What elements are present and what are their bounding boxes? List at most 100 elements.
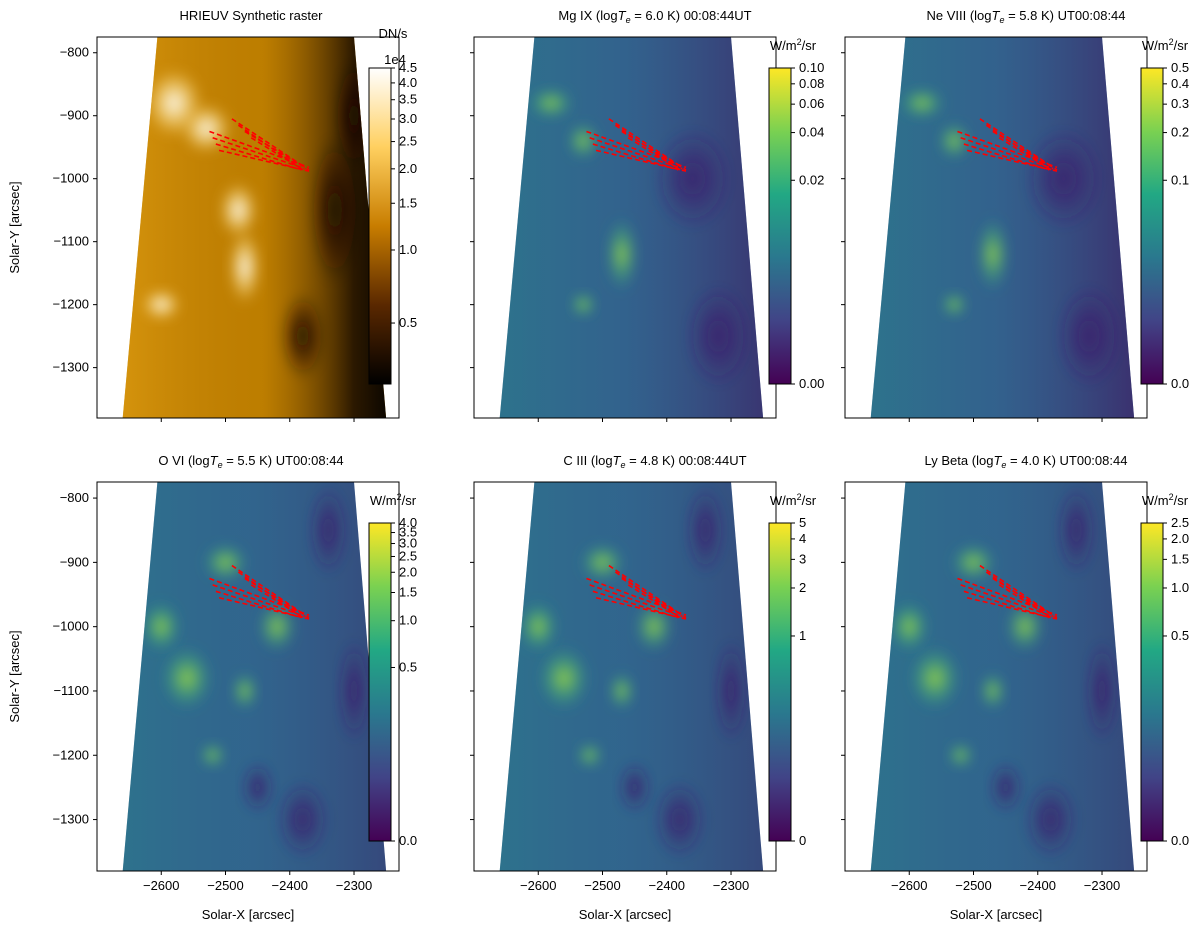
colorbar-tick-label: 1.5 [399, 195, 417, 210]
y-tick-label: −900 [60, 554, 89, 569]
overlay-line [992, 577, 1058, 619]
y-tick-label: −1100 [53, 683, 89, 698]
colorbar-tick-label: 0.5 [399, 659, 417, 674]
panel-4: −800 −900 −1000 −1100 −1200 −1300 −2600 −2500 −2… [7, 453, 417, 922]
overlay-line [586, 130, 687, 169]
colorbar-tick-label: 0.3 [1171, 96, 1189, 111]
colorbar-tick-label: 1.0 [399, 613, 417, 628]
colorbar-unit: DN/s [379, 26, 408, 41]
colorbar-tick-label: 3.0 [399, 536, 417, 551]
overlay-lines [957, 564, 1058, 620]
colorbar-tick-label: 2.5 [399, 134, 417, 149]
colorbar-unit: W/m2/sr [770, 37, 817, 53]
overlay-line [595, 149, 687, 172]
raster-image [870, 482, 1135, 871]
panel-3: 0.0 0.1 0.2 0.3 0.40.5 W/m2/sr Ne VIII (logTe … [841, 8, 1189, 422]
x-tick-label: −2400 [1020, 878, 1057, 893]
raster-image [122, 482, 387, 871]
colorbar-tick-label: 2.0 [1171, 531, 1189, 546]
overlay-line [231, 564, 306, 616]
overlay-line [212, 137, 306, 170]
x-tick-label: −2600 [520, 878, 557, 893]
overlay-line [212, 584, 306, 618]
overlay-line [244, 577, 310, 619]
overlay-line [627, 137, 683, 172]
panel-title: Ne VIII (logTe = 5.8 K) UT00:08:44 [926, 8, 1125, 25]
colorbar-tick-label: 0.08 [799, 76, 824, 91]
overlay-line [589, 584, 683, 618]
colorbar-tick-label: 4 [799, 531, 806, 546]
colorbar-tick-label: 3.0 [399, 111, 417, 126]
overlay-line [998, 137, 1054, 172]
overlay-line [957, 130, 1058, 169]
y-tick-label: −1300 [52, 812, 89, 827]
x-tick-label: −2400 [272, 878, 309, 893]
overlay-lines [586, 564, 687, 620]
colorbar-tick-label: 0.06 [799, 96, 824, 111]
y-tick-label: −1200 [52, 297, 89, 312]
overlay-line [250, 137, 306, 172]
colorbar-unit: W/m2/sr [1142, 492, 1189, 508]
colorbar-tick-label: 0.0 [1171, 376, 1189, 391]
overlay-line [250, 584, 306, 620]
colorbar-tick-label: 1 [799, 628, 806, 643]
y-tick-label: −1200 [52, 747, 89, 762]
overlay-line [237, 571, 302, 618]
colorbar-tick-label: 0.1 [1171, 172, 1189, 187]
panel-title: C III (logTe = 4.8 K) 00:08:44UT [563, 453, 746, 470]
overlay-line [237, 124, 302, 170]
colorbar [768, 522, 792, 842]
panel-6: −2600 −2500 −2400 −2300 Solar-X [arcsec] 0.0 0… [841, 453, 1189, 922]
colorbar-tick-label: 1.5 [399, 585, 417, 600]
overlay-line [215, 143, 302, 171]
overlay-line [209, 130, 310, 169]
colorbar-tick-label: 0.0 [1171, 833, 1189, 848]
y-tick-label: −800 [60, 45, 89, 60]
panel-title: Mg IX (logTe = 6.0 K) 00:08:44UT [558, 8, 751, 25]
colorbar-unit: W/m2/sr [1142, 37, 1189, 53]
colorbar-tick-label: 0.04 [799, 125, 824, 140]
x-axis-label: Solar-X [arcsec] [950, 907, 1042, 922]
overlay-line [592, 590, 679, 619]
x-axis-label: Solar-X [arcsec] [202, 907, 294, 922]
x-tick-label: −2600 [143, 878, 180, 893]
overlay-line [215, 590, 302, 619]
raster-image [122, 37, 387, 418]
colorbar-tick-label: 2.0 [399, 564, 417, 579]
colorbar-tick-label: 0.5 [1171, 628, 1189, 643]
x-tick-label: −2300 [1084, 878, 1121, 893]
overlay-line [586, 577, 687, 616]
overlay-line [979, 118, 1054, 169]
colorbar-tick-label: 1.5 [1171, 551, 1189, 566]
overlay-line [621, 577, 687, 619]
overlay-lines [586, 118, 687, 172]
y-tick-label: −800 [60, 490, 89, 505]
raster-image [499, 37, 764, 418]
colorbar-tick-label: 3 [799, 551, 806, 566]
x-axis-label: Solar-X [arcsec] [579, 907, 671, 922]
overlay-lines [209, 118, 310, 172]
overlay-line [979, 564, 1054, 616]
colorbar-tick-label: 1.0 [399, 242, 417, 257]
colorbar-tick-label: 2 [799, 580, 806, 595]
overlay-line [985, 124, 1050, 170]
x-tick-label: −2600 [891, 878, 928, 893]
colorbar-tick-label: 0.2 [1171, 125, 1189, 140]
y-tick-label: −1300 [52, 360, 89, 375]
overlay-line [627, 584, 683, 620]
axes-frame [96, 481, 400, 872]
x-tick-label: −2500 [955, 878, 992, 893]
panel-title: HRIEUV Synthetic raster [179, 8, 323, 23]
colorbar-tick-label: 1.0 [1171, 580, 1189, 595]
colorbar-tick-label: 0.00 [799, 376, 824, 391]
overlay-line [957, 577, 1058, 616]
overlay-lines [209, 564, 310, 620]
x-tick-label: −2300 [336, 878, 373, 893]
x-tick-label: −2500 [584, 878, 621, 893]
colorbar [368, 522, 392, 842]
overlay-line [608, 564, 683, 616]
panel-5: −2600 −2500 −2400 −2300 Solar-X [arcsec] 0 1 2 3… [470, 453, 817, 922]
overlay-line [963, 143, 1050, 171]
overlay-line [966, 149, 1058, 172]
